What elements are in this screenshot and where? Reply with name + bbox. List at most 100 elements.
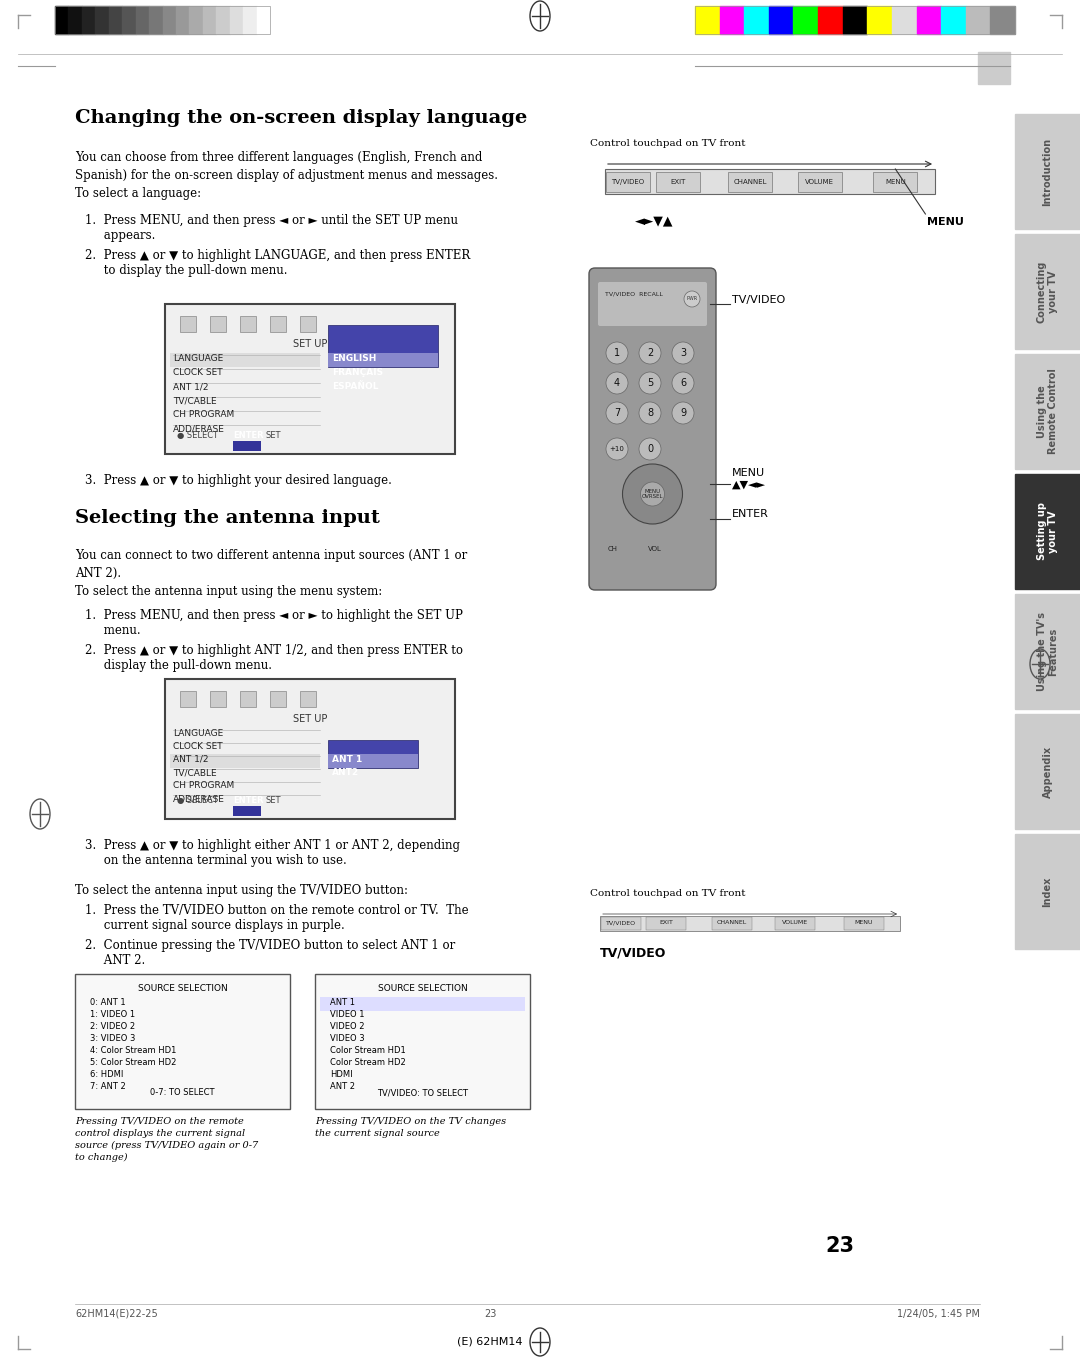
Text: You can choose from three different languages (English, French and
Spanish) for : You can choose from three different lang… [75,151,498,201]
Bar [917,5,941,34]
Text: MENU: MENU [854,921,874,926]
Bar [941,5,966,34]
Text: Connecting
your TV: Connecting your TV [1037,261,1058,323]
Text: ENGLISH: ENGLISH [332,355,376,363]
Bar [55,5,270,34]
Bar [818,5,842,34]
Circle shape [606,372,627,394]
Bar [874,172,917,192]
Text: on the antenna terminal you wish to use.: on the antenna terminal you wish to use. [85,854,347,868]
Bar [210,316,226,331]
Bar [328,754,418,768]
Bar [170,754,320,768]
Bar [1015,593,1080,709]
Circle shape [684,291,700,307]
Text: 0: ANT 1: 0: ANT 1 [90,998,125,1007]
Bar [300,692,316,707]
Bar [600,917,642,930]
Text: MENU: MENU [928,217,964,226]
Text: LANGUAGE: LANGUAGE [173,355,224,363]
Text: 3: VIDEO 3: 3: VIDEO 3 [90,1034,135,1043]
Bar [189,5,203,34]
Text: TV/VIDEO: TV/VIDEO [600,947,666,960]
Text: VOLUME: VOLUME [782,921,808,926]
Bar [95,5,109,34]
Bar [176,5,189,34]
Text: Setting up
your TV: Setting up your TV [1037,502,1058,561]
Bar [165,304,455,454]
Text: CH PROGRAM: CH PROGRAM [173,782,234,790]
Text: menu.: menu. [85,623,140,637]
Bar [162,5,176,34]
Bar [328,325,438,367]
Text: 1: VIDEO 1: 1: VIDEO 1 [90,1009,135,1019]
Text: 8: 8 [647,408,653,417]
Text: Control touchpad on TV front: Control touchpad on TV front [590,889,745,898]
Text: ● SELECT: ● SELECT [177,797,218,805]
Text: ENTER: ENTER [233,431,264,441]
Text: ANT 1/2: ANT 1/2 [173,382,208,391]
Circle shape [606,402,627,424]
Bar [797,172,841,192]
Text: 7: ANT 2: 7: ANT 2 [90,1082,125,1091]
Text: SET: SET [265,797,281,805]
Text: 2.  Press ▲ or ▼ to highlight ANT 1/2, and then press ENTER to: 2. Press ▲ or ▼ to highlight ANT 1/2, an… [85,644,463,657]
Text: You can connect to two different antenna input sources (ANT 1 or
ANT 2).
To sele: You can connect to two different antenna… [75,548,468,597]
Text: CLOCK SET: CLOCK SET [173,742,222,752]
Text: ANT 2.: ANT 2. [85,953,145,967]
Text: SOURCE SELECTION: SOURCE SELECTION [378,983,468,993]
Text: 6: HDMI: 6: HDMI [90,1069,123,1079]
Bar [82,5,95,34]
Bar [1015,355,1080,469]
Text: Pressing TV/VIDEO on the remote
control displays the current signal
source (pres: Pressing TV/VIDEO on the remote control … [75,1117,258,1162]
Text: 9: 9 [680,408,686,417]
Bar [1015,475,1080,589]
Text: ENTER: ENTER [732,509,769,518]
Text: Color Stream HD2: Color Stream HD2 [330,1058,406,1067]
Bar [646,917,686,930]
Bar [794,5,818,34]
Bar [122,5,136,34]
Text: ● SELECT: ● SELECT [177,431,218,441]
Text: (E) 62HM14: (E) 62HM14 [457,1335,523,1346]
Text: MENU: MENU [885,179,906,186]
Bar [257,5,270,34]
Bar [600,917,900,932]
Bar [109,5,122,34]
Text: ANT 2: ANT 2 [330,1082,355,1091]
Bar [68,5,82,34]
Bar [656,172,700,192]
Text: Pressing TV/VIDEO on the TV changes
the current signal source: Pressing TV/VIDEO on the TV changes the … [315,1117,507,1138]
Text: MENU
OVRSEL: MENU OVRSEL [642,488,663,499]
Circle shape [606,342,627,364]
Text: VIDEO 3: VIDEO 3 [330,1034,365,1043]
Text: Introduction: Introduction [1042,138,1053,206]
Text: ANT 1: ANT 1 [330,998,355,1007]
Text: To select the antenna input using the TV/VIDEO button:: To select the antenna input using the TV… [75,884,408,898]
Text: 6: 6 [680,378,686,387]
Text: ESPAÑOL: ESPAÑOL [332,382,378,391]
FancyBboxPatch shape [589,267,716,591]
Text: 1/24/05, 1:45 PM: 1/24/05, 1:45 PM [897,1309,980,1319]
Bar [328,353,438,367]
Text: to display the pull-down menu.: to display the pull-down menu. [85,265,287,277]
Text: CHANNEL: CHANNEL [717,921,747,926]
Text: VOLUME: VOLUME [805,179,834,186]
Text: VOL: VOL [648,546,662,552]
Text: CLOCK SET: CLOCK SET [173,368,222,376]
Text: Index: Index [1042,876,1053,907]
Bar [328,741,418,768]
Bar [744,5,769,34]
Text: 4: 4 [613,378,620,387]
Text: 5: Color Stream HD2: 5: Color Stream HD2 [90,1058,176,1067]
Text: TV/VIDEO: TO SELECT: TV/VIDEO: TO SELECT [377,1088,468,1097]
Bar [1015,833,1080,949]
Bar [270,692,286,707]
Bar [966,5,990,34]
Text: TV/VIDEO  RECALL: TV/VIDEO RECALL [605,292,663,297]
Text: CH PROGRAM: CH PROGRAM [173,411,234,419]
Bar [55,5,68,34]
Text: current signal source displays in purple.: current signal source displays in purple… [85,919,345,932]
Text: 3.  Press ▲ or ▼ to highlight your desired language.: 3. Press ▲ or ▼ to highlight your desire… [85,475,392,487]
Circle shape [639,342,661,364]
